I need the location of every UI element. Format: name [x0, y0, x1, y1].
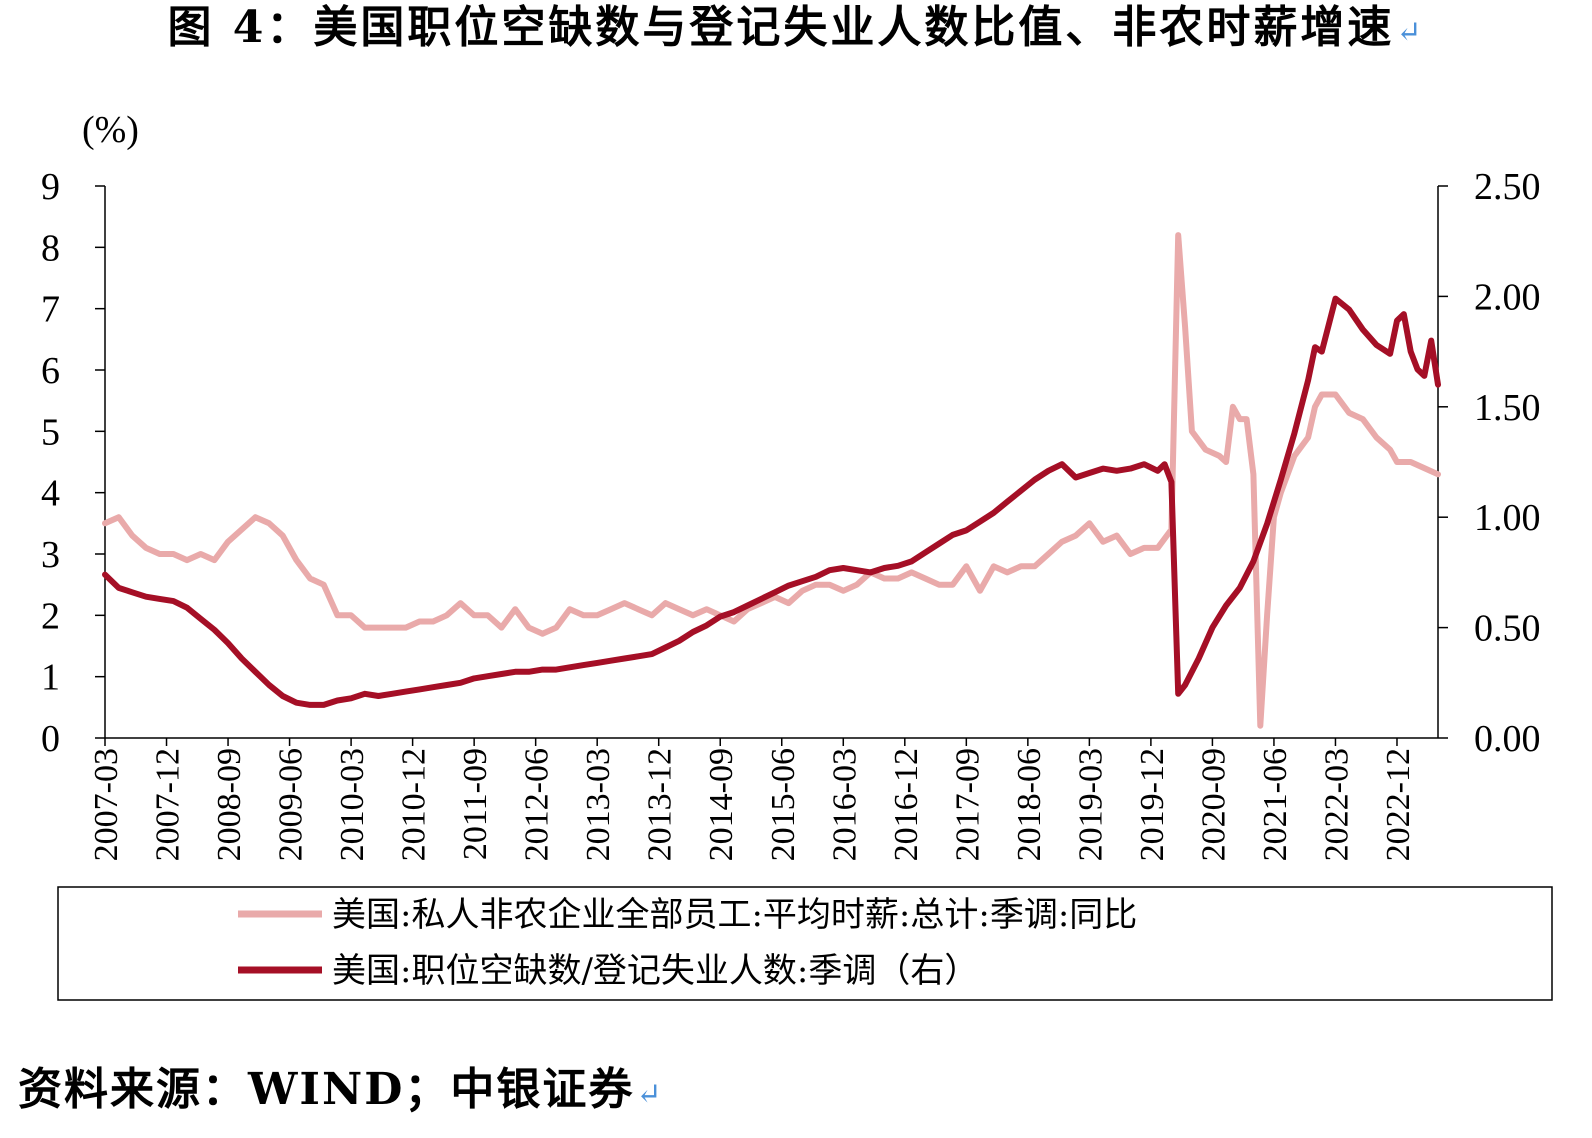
x-tick-label: 2022-12: [1380, 748, 1417, 861]
x-tick-label: 2012-06: [519, 748, 556, 861]
figure-title: 图 4：美国职位空缺数与登记失业人数比值、非农时薪增速↵: [0, 0, 1592, 61]
legend-label-wage: 美国:私人非农企业全部员工:平均时薪:总计:季调:同比: [332, 895, 1137, 935]
left-y-tick-label: 6: [41, 350, 60, 392]
x-tick-label: 2013-03: [580, 748, 617, 861]
chart-svg: (%) 0 1 2 3 4 5 6 7 8 9 0.00 0.50 1.00 1.50 2.00 2.50 200…: [41, 109, 1553, 1001]
x-tick-label: 2011-09: [457, 748, 494, 860]
left-y-tick-label: 5: [41, 411, 60, 453]
x-tick-label: 2014-09: [703, 748, 740, 861]
x-tick-label: 2019-03: [1072, 748, 1109, 861]
left-y-tick-label: 2: [41, 595, 60, 637]
left-y-unit-label: (%): [82, 109, 139, 151]
left-y-tick-label: 0: [41, 718, 60, 760]
return-mark-icon: ↵: [636, 1077, 664, 1112]
legend-label-ratio: 美国:职位空缺数/登记失业人数:季调（右）: [332, 951, 978, 991]
x-tick-label: 2021-06: [1257, 748, 1294, 861]
right-y-tick-label: 2.00: [1474, 276, 1541, 318]
right-y-tick-label: 1.00: [1474, 497, 1541, 539]
left-y-tick-label: 9: [41, 166, 60, 208]
left-y-tick-label: 3: [41, 534, 60, 576]
series-line-wage-growth: [102, 232, 1441, 729]
series-layer: [102, 232, 1441, 729]
figure-title-text: 图 4：美国职位空缺数与登记失业人数比值、非农时薪增速: [167, 2, 1395, 53]
x-tick-label: 2007-03: [88, 748, 125, 861]
x-tick-label: 2022-03: [1318, 748, 1355, 861]
x-tick-label: 2018-06: [1011, 748, 1048, 861]
x-tick-label: 2008-09: [211, 748, 248, 861]
x-tick-label: 2017-09: [949, 748, 986, 861]
x-tick-label: 2010-12: [396, 748, 433, 861]
legend: 美国:私人非农企业全部员工:平均时薪:总计:季调:同比 美国:职位空缺数/登记失…: [57, 886, 1553, 1001]
x-tick-label: 2020-09: [1195, 748, 1232, 861]
legend-box: [57, 886, 1553, 1001]
left-y-tick-label: 7: [41, 289, 60, 331]
return-mark-icon: ↵: [1396, 15, 1425, 50]
x-tick-label: 2007-12: [150, 748, 187, 861]
x-tick-label: 2013-12: [642, 748, 679, 861]
right-y-tick-label: 0.00: [1474, 718, 1541, 760]
right-y-tick-label: 0.50: [1474, 608, 1541, 650]
source-note-text: 资料来源：WIND；中银证券: [18, 1064, 635, 1115]
right-y-tick-label: 2.50: [1474, 166, 1541, 208]
x-tick-label: 2015-06: [765, 748, 802, 861]
x-tick-label: 2016-03: [826, 748, 863, 861]
left-y-tick-label: 8: [41, 227, 60, 269]
x-tick-label: 2019-12: [1134, 748, 1171, 861]
left-y-tick-label: 4: [41, 473, 60, 515]
left-y-tick-label: 1: [41, 657, 60, 699]
x-tick-label: 2009-06: [273, 748, 310, 861]
axes-layer: (%) 0 1 2 3 4 5 6 7 8 9 0.00 0.50 1.00 1.50 2.00 2.50 200…: [41, 109, 1541, 861]
x-tick-label: 2010-03: [334, 748, 371, 861]
source-note: 资料来源：WIND；中银证券↵: [18, 1062, 664, 1123]
right-y-tick-label: 1.50: [1474, 387, 1541, 429]
x-tick-label: 2016-12: [888, 748, 925, 861]
series-line-vacancy-ratio: [102, 295, 1441, 708]
